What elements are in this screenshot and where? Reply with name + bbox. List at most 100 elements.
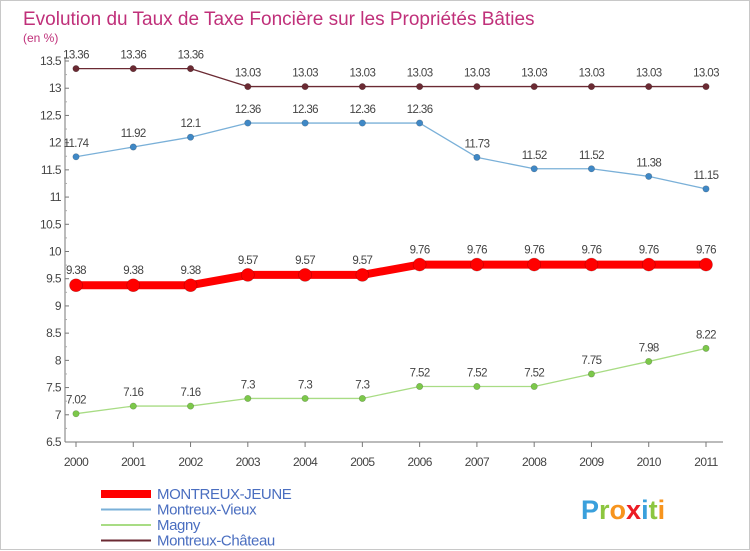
data-point-magny (702, 344, 710, 352)
data-label-magny: 7.16 (181, 387, 201, 399)
logo-letter: P (581, 495, 599, 525)
data-label-montreux-jeune: 9.76 (639, 245, 659, 257)
data-point-montreux-chateau (358, 83, 366, 91)
x-tick-label: 2011 (694, 455, 718, 469)
data-label-montreux-chateau: 13.36 (63, 50, 89, 62)
data-label-magny: 7.3 (241, 379, 255, 391)
data-label-montreux-jeune: 9.76 (524, 245, 544, 257)
data-point-magny (645, 357, 653, 365)
series-line-montreux-chateau (75, 67, 707, 88)
y-tick-label: 8.5 (46, 326, 62, 340)
logo-letter: i (641, 495, 649, 525)
legend: MONTREUX-JEUNEMontreux-VieuxMagnyMontreu… (101, 486, 292, 550)
data-label-montreux-chateau: 13.03 (636, 68, 662, 80)
data-label-magny: 7.75 (581, 355, 601, 367)
x-tick-label: 2001 (121, 455, 146, 469)
data-label-montreux-jeune: 9.76 (696, 245, 716, 257)
data-point-montreux-vieux (129, 143, 137, 151)
x-tick-label: 2006 (407, 455, 432, 469)
axes: 6.5 7 7.5 8 8.5 9 9.5 10 10.5 11 11.5 12 12.5 13 13.5 2… (40, 54, 723, 469)
data-label-montreux-jeune: 9.76 (581, 245, 601, 257)
data-label-montreux-chateau: 13.36 (120, 50, 146, 62)
data-point-montreux-vieux (244, 119, 252, 127)
data-point-montreux-chateau (702, 83, 710, 91)
data-point-magny (244, 394, 252, 402)
series-montreux-jeune: 9.38 9.38 9.38 9.57 9.57 9.57 9.76 9.76 9.76 9.76… (66, 245, 717, 293)
data-label-montreux-vieux: 11.74 (64, 138, 90, 150)
data-point-montreux-jeune (641, 257, 656, 272)
data-point-montreux-chateau (129, 65, 137, 73)
data-point-montreux-vieux (187, 133, 195, 141)
x-tick-label: 2003 (236, 455, 261, 469)
x-tick-label: 2010 (637, 455, 662, 469)
x-tick-label: 2000 (64, 455, 89, 469)
series-line-montreux-vieux (75, 122, 707, 190)
data-label-montreux-vieux: 12.36 (292, 104, 318, 116)
data-point-magny (301, 394, 309, 402)
data-point-montreux-vieux (530, 165, 538, 173)
data-label-montreux-vieux: 11.15 (694, 170, 719, 182)
data-point-montreux-jeune (412, 257, 427, 272)
data-point-montreux-jeune (470, 257, 484, 272)
legend-label-montreux-chateau: Montreux-Château (157, 533, 275, 550)
data-point-magny (473, 382, 481, 390)
data-point-montreux-jeune (241, 268, 255, 282)
legend-label-magny: Magny (157, 517, 201, 534)
data-point-montreux-chateau (244, 83, 252, 91)
data-label-montreux-vieux: 11.38 (636, 157, 661, 169)
data-point-montreux-jeune (298, 268, 312, 282)
data-label-montreux-jeune: 9.76 (467, 245, 487, 257)
data-point-montreux-chateau (301, 83, 309, 91)
data-point-magny (129, 402, 137, 410)
data-point-montreux-chateau (416, 83, 424, 91)
data-point-montreux-chateau (530, 83, 538, 91)
logo-letter: o (610, 495, 627, 525)
y-tick-label: 6.5 (46, 435, 62, 449)
data-point-montreux-jeune (126, 278, 141, 293)
data-point-montreux-jeune (699, 257, 713, 272)
data-point-montreux-vieux (587, 165, 595, 173)
x-tick-label: 2009 (579, 455, 604, 469)
data-label-montreux-vieux: 12.36 (235, 104, 261, 116)
data-label-montreux-vieux: 11.73 (464, 138, 489, 150)
y-tick-label: 12 (49, 136, 62, 150)
data-point-montreux-chateau (72, 65, 80, 73)
y-tick-label: 11.5 (41, 163, 62, 177)
series-line-montreux-jeune (72, 260, 710, 290)
data-point-magny (358, 394, 366, 402)
data-point-magny (72, 410, 80, 418)
data-label-montreux-vieux: 11.52 (579, 150, 604, 162)
data-label-montreux-chateau: 13.03 (579, 68, 605, 80)
data-point-montreux-jeune (355, 268, 370, 282)
proxiti-logo: Proxiti (581, 495, 665, 525)
y-tick-label: 10.5 (40, 217, 62, 231)
data-label-montreux-vieux: 12.1 (181, 118, 201, 130)
data-label-montreux-jeune: 9.38 (181, 265, 201, 277)
y-tick-label: 9 (55, 299, 62, 313)
y-tick-label: 13 (49, 81, 62, 95)
data-label-magny: 7.3 (355, 379, 369, 391)
logo-letter: i (658, 495, 666, 525)
data-label-montreux-jeune: 9.38 (123, 265, 143, 277)
data-point-montreux-vieux (301, 119, 309, 127)
series-magny: 7.02 7.16 7.16 7.3 7.3 7.3 7.52 7.52 7.52 7.75 7.9… (66, 329, 717, 418)
data-label-magny: 7.52 (467, 367, 487, 379)
data-label-montreux-chateau: 13.03 (349, 68, 375, 80)
y-tick-label: 7.5 (46, 381, 62, 395)
data-label-montreux-chateau: 13.03 (521, 68, 547, 80)
data-point-montreux-vieux (645, 172, 653, 180)
chart-title: Evolution du Taux de Taxe Foncière sur l… (23, 9, 535, 30)
y-tick-label: 12.5 (40, 108, 62, 122)
data-point-montreux-chateau (645, 83, 653, 91)
data-label-magny: 7.16 (123, 387, 143, 399)
data-label-montreux-chateau: 13.03 (235, 68, 261, 80)
data-label-magny: 7.98 (639, 342, 659, 354)
data-point-montreux-vieux (358, 119, 366, 127)
logo-letter: r (599, 495, 610, 525)
data-label-magny: 7.3 (298, 379, 312, 391)
data-label-montreux-jeune: 9.57 (295, 255, 315, 267)
data-label-magny: 7.52 (410, 367, 430, 379)
legend-label-montreux-vieux: Montreux-Vieux (157, 502, 257, 519)
